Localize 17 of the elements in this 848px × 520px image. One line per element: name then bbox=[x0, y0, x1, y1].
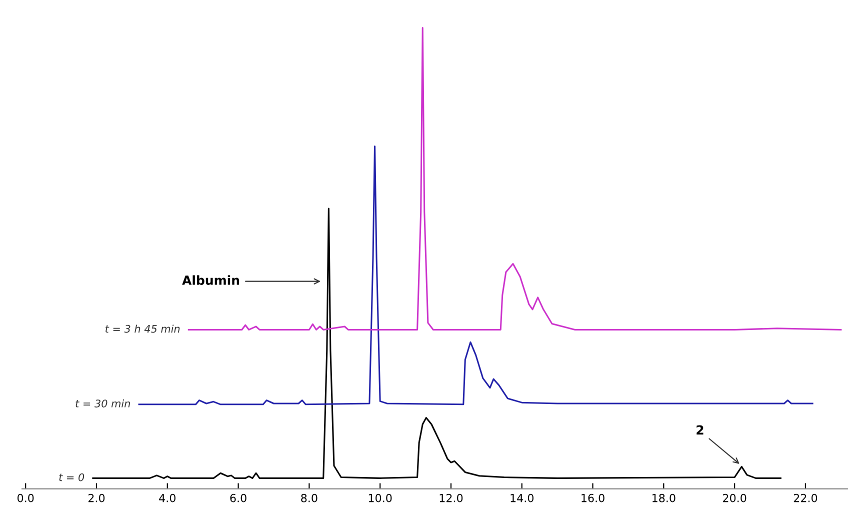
series-label: t = 3 h 45 min bbox=[105, 324, 180, 333]
x-tick-label: 6.0 bbox=[230, 494, 246, 502]
x-tick-label: 12.0 bbox=[440, 494, 463, 502]
series-label: t = 30 min bbox=[76, 399, 130, 408]
x-tick-label: 16.0 bbox=[582, 494, 604, 502]
x-tick-label: 20.0 bbox=[723, 494, 746, 502]
x-tick-label: 22.0 bbox=[794, 494, 818, 502]
x-tick-label: 14.0 bbox=[510, 494, 534, 502]
x-tick-label: 18.0 bbox=[652, 494, 676, 502]
series-label: t = 0 bbox=[59, 473, 84, 482]
x-tick-label: 10.0 bbox=[368, 494, 392, 502]
x-tick-label: 2.0 bbox=[88, 494, 105, 502]
x-tick-label: 0.0 bbox=[17, 494, 34, 502]
x-tick-label: 4.0 bbox=[159, 494, 176, 502]
annotation: Albumin bbox=[182, 275, 240, 285]
annotation: 2 bbox=[696, 425, 704, 434]
x-tick-label: 8.0 bbox=[301, 494, 318, 502]
